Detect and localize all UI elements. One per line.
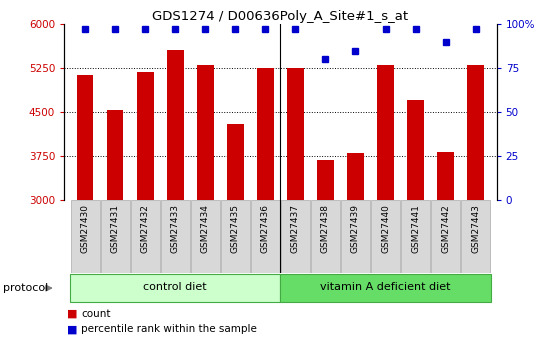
- Text: GSM27435: GSM27435: [231, 205, 240, 254]
- FancyBboxPatch shape: [161, 200, 190, 273]
- Bar: [377, 65, 394, 200]
- FancyBboxPatch shape: [311, 200, 340, 273]
- FancyBboxPatch shape: [461, 200, 490, 273]
- FancyBboxPatch shape: [371, 200, 400, 273]
- Text: percentile rank within the sample: percentile rank within the sample: [81, 325, 257, 334]
- Bar: [317, 160, 334, 200]
- Text: GSM27432: GSM27432: [141, 205, 150, 253]
- Bar: [347, 152, 364, 200]
- Bar: [77, 75, 93, 200]
- Text: GSM27443: GSM27443: [471, 205, 480, 253]
- FancyBboxPatch shape: [71, 200, 100, 273]
- Text: GSM27440: GSM27440: [381, 205, 390, 253]
- Bar: [107, 110, 123, 200]
- Text: protocol: protocol: [3, 283, 48, 293]
- Text: GSM27433: GSM27433: [171, 205, 180, 254]
- FancyBboxPatch shape: [341, 200, 370, 273]
- FancyBboxPatch shape: [70, 274, 280, 302]
- FancyBboxPatch shape: [281, 200, 310, 273]
- Text: GSM27430: GSM27430: [81, 205, 90, 254]
- Bar: [468, 65, 484, 200]
- Text: ■: ■: [67, 309, 78, 319]
- Title: GDS1274 / D00636Poly_A_Site#1_s_at: GDS1274 / D00636Poly_A_Site#1_s_at: [152, 10, 408, 23]
- FancyBboxPatch shape: [401, 200, 430, 273]
- Bar: [137, 72, 153, 200]
- Bar: [227, 125, 244, 200]
- FancyBboxPatch shape: [280, 274, 490, 302]
- FancyBboxPatch shape: [221, 200, 250, 273]
- Text: GSM27442: GSM27442: [441, 205, 450, 253]
- Text: GSM27438: GSM27438: [321, 205, 330, 254]
- Text: GSM27441: GSM27441: [411, 205, 420, 253]
- FancyBboxPatch shape: [191, 200, 220, 273]
- FancyBboxPatch shape: [251, 200, 280, 273]
- Text: GSM27436: GSM27436: [261, 205, 270, 254]
- Bar: [437, 152, 454, 200]
- Bar: [287, 68, 304, 200]
- Bar: [257, 68, 273, 200]
- Text: GSM27437: GSM27437: [291, 205, 300, 254]
- FancyBboxPatch shape: [101, 200, 129, 273]
- Text: GSM27431: GSM27431: [110, 205, 120, 254]
- Text: count: count: [81, 309, 110, 319]
- Text: control diet: control diet: [143, 283, 207, 293]
- Text: ■: ■: [67, 325, 78, 334]
- Text: GSM27434: GSM27434: [201, 205, 210, 253]
- Text: vitamin A deficient diet: vitamin A deficient diet: [320, 283, 451, 293]
- Bar: [197, 66, 214, 200]
- Text: GSM27439: GSM27439: [351, 205, 360, 254]
- FancyBboxPatch shape: [131, 200, 160, 273]
- FancyBboxPatch shape: [431, 200, 460, 273]
- Bar: [407, 100, 424, 200]
- Bar: [167, 50, 184, 200]
